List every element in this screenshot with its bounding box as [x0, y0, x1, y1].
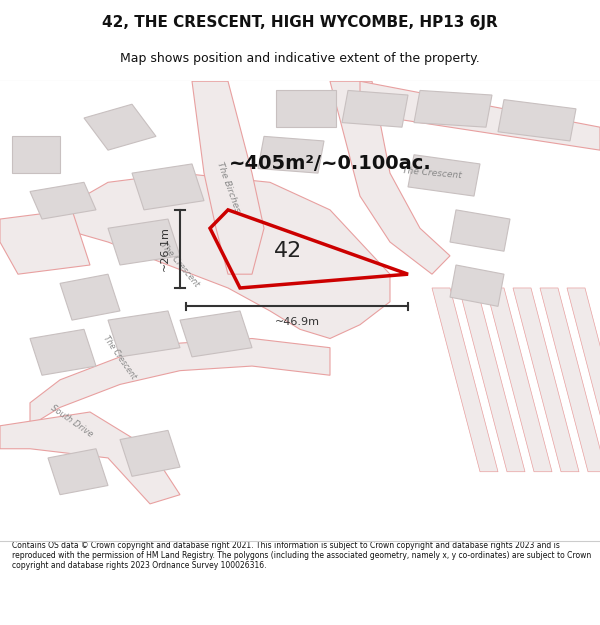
Polygon shape: [30, 339, 330, 426]
Polygon shape: [0, 210, 90, 274]
Polygon shape: [498, 99, 576, 141]
Polygon shape: [414, 91, 492, 128]
Polygon shape: [120, 431, 180, 476]
Polygon shape: [330, 81, 450, 274]
Polygon shape: [276, 91, 336, 128]
Polygon shape: [567, 288, 600, 472]
Text: ~46.9m: ~46.9m: [275, 318, 320, 328]
Polygon shape: [432, 288, 498, 472]
Polygon shape: [60, 274, 120, 320]
Polygon shape: [132, 164, 204, 210]
Polygon shape: [450, 265, 504, 306]
Polygon shape: [30, 329, 96, 375]
Polygon shape: [12, 136, 60, 173]
Polygon shape: [108, 219, 180, 265]
Polygon shape: [30, 182, 96, 219]
Text: ~26.1m: ~26.1m: [160, 226, 170, 271]
Polygon shape: [360, 81, 600, 150]
Text: ~405m²/~0.100ac.: ~405m²/~0.100ac.: [229, 154, 431, 173]
Polygon shape: [459, 288, 525, 472]
Text: 42, THE CRESCENT, HIGH WYCOMBE, HP13 6JR: 42, THE CRESCENT, HIGH WYCOMBE, HP13 6JR: [102, 15, 498, 30]
Text: The Crescent: The Crescent: [159, 241, 201, 289]
Text: The Crescent: The Crescent: [402, 166, 462, 180]
Polygon shape: [60, 173, 390, 339]
Polygon shape: [513, 288, 579, 472]
Polygon shape: [48, 449, 108, 495]
Text: The Crescent: The Crescent: [102, 334, 138, 380]
Polygon shape: [180, 311, 252, 357]
Polygon shape: [192, 81, 264, 274]
Polygon shape: [108, 311, 180, 357]
Polygon shape: [540, 288, 600, 472]
Text: Map shows position and indicative extent of the property.: Map shows position and indicative extent…: [120, 52, 480, 65]
Polygon shape: [342, 91, 408, 128]
Polygon shape: [0, 412, 180, 504]
Text: The Birches: The Birches: [215, 161, 241, 213]
Text: South Drive: South Drive: [49, 403, 95, 439]
Text: 42: 42: [274, 241, 302, 261]
Polygon shape: [84, 104, 156, 150]
Polygon shape: [258, 136, 324, 173]
Polygon shape: [450, 210, 510, 251]
Polygon shape: [408, 155, 480, 196]
Polygon shape: [486, 288, 552, 472]
Text: Contains OS data © Crown copyright and database right 2021. This information is : Contains OS data © Crown copyright and d…: [12, 541, 591, 571]
